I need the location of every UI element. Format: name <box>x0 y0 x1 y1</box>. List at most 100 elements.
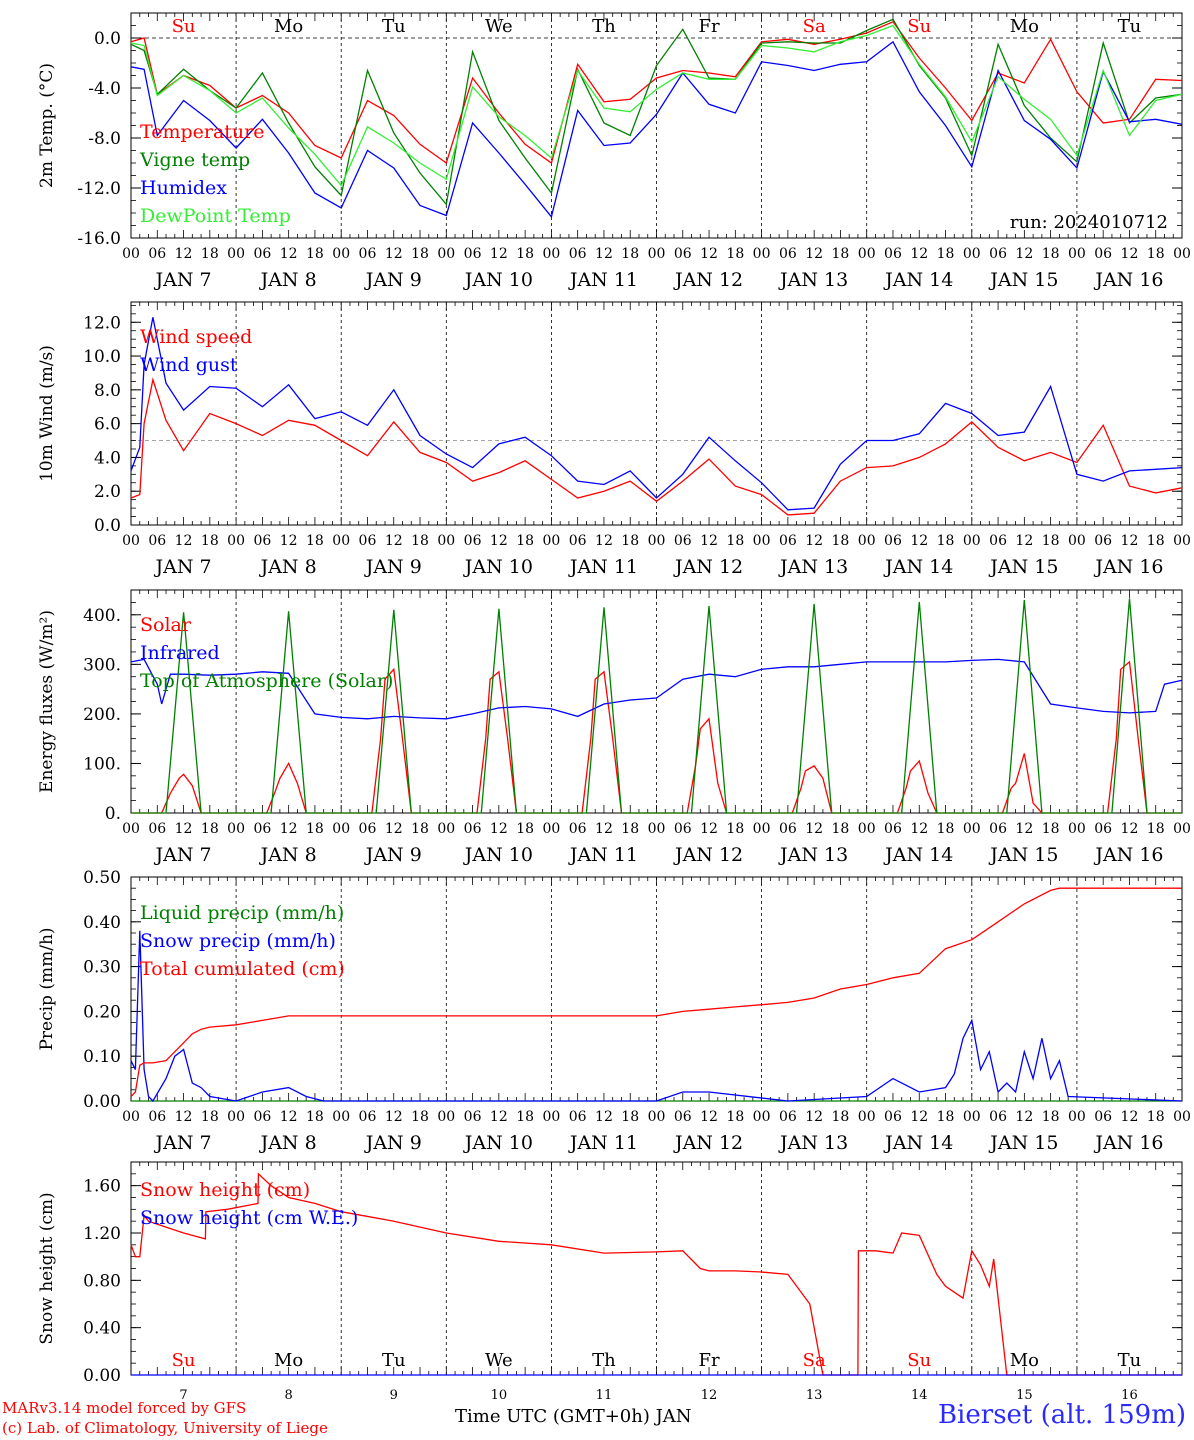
weekday-label: Su <box>907 16 931 37</box>
hour-label: 18 <box>832 821 850 837</box>
hour-label: 12 <box>805 1109 823 1125</box>
hour-label: 18 <box>621 821 639 837</box>
legend-entry: Solar <box>140 614 192 636</box>
legend-entry: Snow height (cm) <box>140 1179 310 1201</box>
copyright-credit: (c) Lab. of Climatology, University of L… <box>2 1419 328 1437</box>
hour-label: 18 <box>937 533 955 549</box>
hour-label: 12 <box>280 821 298 837</box>
series-line-3 <box>131 598 1182 814</box>
hour-label: 00 <box>227 821 245 837</box>
hour-label: 12 <box>280 1109 298 1125</box>
y-tick-label: -8.0 <box>88 129 121 149</box>
weekday-label: Tu <box>1118 16 1142 37</box>
hour-label: 00 <box>437 246 455 262</box>
hour-label: 00 <box>753 821 771 837</box>
y-tick-label: 1.60 <box>83 1177 121 1197</box>
hour-label: 06 <box>779 533 797 549</box>
hour-label: 06 <box>989 246 1007 262</box>
hour-label: 06 <box>779 246 797 262</box>
hour-label: 18 <box>411 533 429 549</box>
hour-label: 00 <box>542 533 560 549</box>
hour-label: 12 <box>910 1109 928 1125</box>
run-label: run: 2024010712 <box>1010 212 1168 233</box>
date-label: JAN 13 <box>778 556 848 578</box>
date-label: JAN 14 <box>883 556 953 578</box>
hour-label: 06 <box>674 821 692 837</box>
hour-label: 18 <box>937 1109 955 1125</box>
hour-label: 06 <box>989 1109 1007 1125</box>
hour-label: 00 <box>1173 821 1191 837</box>
y-tick-label: 2.0 <box>94 482 121 502</box>
y-axis-title: Precip (mm/h) <box>37 927 57 1050</box>
date-label: JAN 16 <box>1093 844 1163 866</box>
hour-label: 00 <box>542 821 560 837</box>
date-label: JAN 16 <box>1093 556 1163 578</box>
hour-label: 06 <box>569 246 587 262</box>
legend-entry: Humidex <box>140 177 227 199</box>
hour-label: 18 <box>1042 533 1060 549</box>
y-tick-label: -4.0 <box>88 79 121 99</box>
hour-label: 18 <box>621 1109 639 1125</box>
y-axis-title: 2m Temp. (°C) <box>37 63 57 188</box>
date-label: JAN 14 <box>883 844 953 866</box>
date-label: JAN 14 <box>883 269 953 291</box>
weekday-label: Mo <box>1010 1350 1039 1371</box>
day-number-label: 8 <box>285 1388 293 1403</box>
hour-label: 18 <box>516 533 534 549</box>
hour-label: 06 <box>148 821 166 837</box>
hour-label: 12 <box>175 1109 193 1125</box>
y-tick-label: 0.20 <box>83 1002 121 1022</box>
legend-entry: Top of Atmosphere (Solar) <box>140 670 393 692</box>
hour-label: 06 <box>464 246 482 262</box>
hour-label: 12 <box>910 821 928 837</box>
hour-label: 12 <box>280 246 298 262</box>
hour-label: 18 <box>411 1109 429 1125</box>
hour-label: 18 <box>1042 1109 1060 1125</box>
weekday-label: Mo <box>1010 16 1039 37</box>
hour-label: 06 <box>253 533 271 549</box>
hour-label: 06 <box>1094 821 1112 837</box>
hour-label: 18 <box>201 1109 219 1125</box>
series-line-2 <box>130 930 1183 1103</box>
legend-entry: Liquid precip (mm/h) <box>140 902 344 924</box>
date-label: JAN 12 <box>673 556 743 578</box>
weekday-label: Tu <box>382 1350 406 1371</box>
date-label: JAN 15 <box>988 844 1058 866</box>
y-tick-label: 0.30 <box>83 958 121 978</box>
hour-label: 18 <box>726 821 744 837</box>
weekday-label: Th <box>592 1350 616 1371</box>
hour-label: 12 <box>1121 1109 1139 1125</box>
hour-label: 18 <box>726 246 744 262</box>
y-tick-label: 6.0 <box>94 415 121 435</box>
hour-label: 06 <box>1094 246 1112 262</box>
y-axis-title: Snow height (cm) <box>37 1192 57 1344</box>
hour-label: 06 <box>884 246 902 262</box>
hour-label: 00 <box>1068 821 1086 837</box>
series-line-1 <box>130 1172 1182 1376</box>
y-tick-label: 0.40 <box>83 913 121 933</box>
y-tick-label: 0.10 <box>83 1047 121 1067</box>
hour-label: 12 <box>595 821 613 837</box>
legend-entry: Temperature <box>140 121 264 143</box>
day-number-label: 11 <box>596 1388 613 1403</box>
weekday-label: Tu <box>382 16 406 37</box>
date-label: JAN 9 <box>364 844 422 866</box>
date-label: JAN 7 <box>154 556 212 578</box>
hour-label: 18 <box>201 246 219 262</box>
hour-label: 06 <box>464 1109 482 1125</box>
hour-label: 18 <box>832 1109 850 1125</box>
hour-label: 12 <box>805 533 823 549</box>
date-label: JAN 7 <box>154 1132 212 1154</box>
legend-entry: Wind gust <box>140 354 238 376</box>
hour-label: 00 <box>332 1109 350 1125</box>
hour-label: 00 <box>227 533 245 549</box>
hour-label: 12 <box>805 246 823 262</box>
series-line-1 <box>130 20 1183 165</box>
hour-label: 00 <box>122 246 140 262</box>
hour-label: 12 <box>700 1109 718 1125</box>
series-line-3 <box>130 887 1182 1097</box>
hour-label: 00 <box>542 1109 560 1125</box>
hour-label: 00 <box>227 1109 245 1125</box>
series-line-3 <box>130 40 1183 219</box>
day-number-label: 10 <box>491 1388 508 1403</box>
